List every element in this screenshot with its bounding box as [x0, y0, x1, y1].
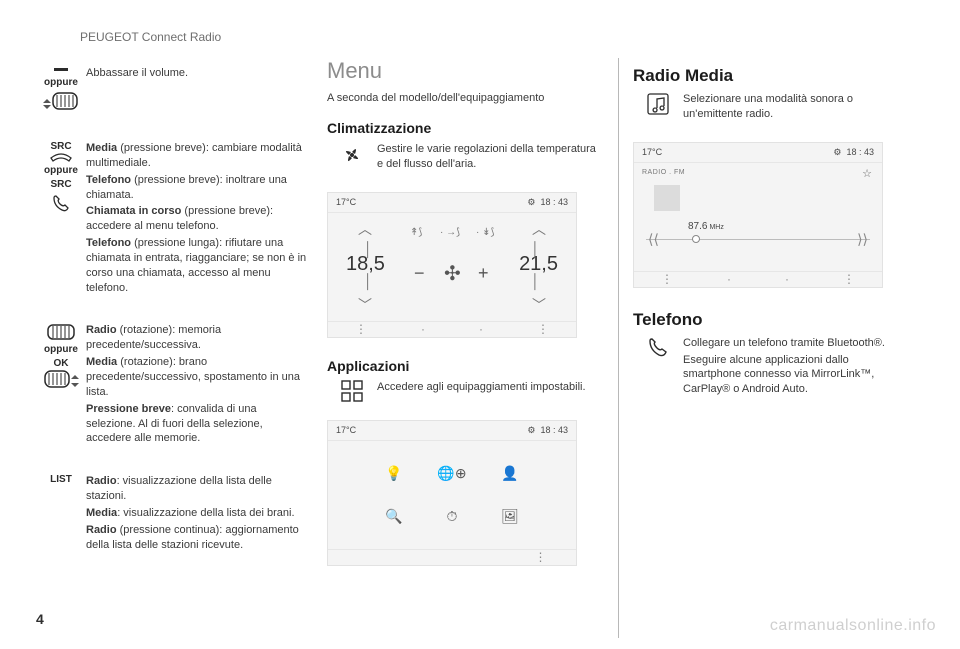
- src-phone-icon: [49, 152, 73, 162]
- menu-dots-icon[interactable]: ⋮: [537, 322, 549, 336]
- ok-label: OK: [54, 358, 69, 369]
- menu-dots-icon[interactable]: ⋮: [535, 550, 547, 564]
- gear-icon: ⚙: [833, 147, 841, 157]
- column-left: oppure Abbassare il volume.: [36, 28, 327, 631]
- fan-icon: ✣: [444, 261, 461, 286]
- clim-desc: Gestire le varie regolazioni della tempe…: [377, 142, 600, 172]
- app-icon[interactable]: 👤: [484, 455, 536, 492]
- entry-volume-down: oppure Abbassare il volume.: [36, 66, 309, 111]
- apps-title: Applicazioni: [327, 358, 600, 374]
- gear-icon: ⚙: [527, 197, 535, 207]
- column-right: Radio Media Selezionare una modalità son…: [633, 28, 924, 631]
- src-label: SRC: [50, 141, 71, 152]
- page-header: PEUGEOT Connect Radio: [80, 30, 221, 44]
- radio-frequency: 87.6MHz: [688, 221, 724, 232]
- app-icon[interactable]: 🌐⊕: [426, 455, 478, 492]
- gear-icon: ⚙: [527, 425, 535, 435]
- app-icon[interactable]: 💡: [368, 455, 420, 492]
- watermark: carmanualsonline.info: [770, 617, 936, 635]
- telefono-title: Telefono: [633, 310, 906, 330]
- text-line: Telefono (pressione lunga): rifiutare un…: [86, 236, 309, 295]
- text-line: Pressione breve: convalida di una selezi…: [86, 402, 309, 447]
- app-icon[interactable]: 🖼: [484, 498, 536, 535]
- dial-icon: [46, 323, 76, 341]
- status-time: 18 : 43: [846, 147, 874, 157]
- phone-desc: Eseguire alcune applicazioni dallo smart…: [683, 353, 906, 398]
- radio-band: RADIO . FM: [642, 169, 685, 176]
- ok-dial-icon: [43, 369, 79, 389]
- plus-button[interactable]: +: [478, 263, 489, 284]
- album-art: [654, 185, 680, 211]
- entry-list: LIST Radio: visualizzazione della lista …: [36, 474, 309, 554]
- clim-title: Climatizzazione: [327, 120, 600, 136]
- text-line: Media (rotazione): brano precedente/succ…: [86, 355, 309, 400]
- menu-title: Menu: [327, 58, 600, 84]
- text-line: Telefono (pressione breve): inoltrare un…: [86, 173, 309, 203]
- column-separator: [618, 58, 619, 638]
- menu-dots-icon[interactable]: ⋮: [661, 272, 673, 286]
- app-icon[interactable]: ⏱: [426, 498, 478, 535]
- airflow-icon[interactable]: · →⟆: [440, 227, 460, 238]
- phone-icon: [52, 194, 70, 212]
- status-time: 18 : 43: [540, 197, 568, 207]
- minus-icon: [52, 66, 70, 74]
- seek-fwd-icon[interactable]: ⟩⟩: [857, 231, 868, 248]
- app-icon[interactable]: 🔍: [368, 498, 420, 535]
- page-number: 4: [36, 611, 44, 627]
- chevron-up-icon[interactable]: ︿: [358, 219, 372, 239]
- entry-src-phone: SRC oppure SRC Media (pressione breve): …: [36, 141, 309, 297]
- text-line: Radio (rotazione): memoria precedente/su…: [86, 323, 309, 353]
- clim-screen: 17°C ⚙ 18 : 43 ︿ ︿ 18,5 21,5 ﹀ ﹀ │ │ │ │…: [327, 192, 577, 338]
- status-time: 18 : 43: [540, 425, 568, 435]
- apps-desc: Accedere agli equipaggiamenti impostabil…: [377, 380, 600, 395]
- triangles-dial-icon: [43, 91, 79, 111]
- fan-icon: [339, 142, 365, 168]
- text-line: Media (pressione breve): cambiare modali…: [86, 141, 309, 171]
- menu-sub: A seconda del modello/dell'equipaggiamen…: [327, 92, 600, 104]
- airflow-icon[interactable]: · ↡⟆: [476, 227, 494, 238]
- chevron-up-icon[interactable]: ︿: [532, 219, 546, 239]
- oppure-label: oppure: [44, 165, 78, 176]
- apps-screen: 17°C ⚙ 18 : 43 💡 🌐⊕ 👤 🔍 ⏱ 🖼 ⋮: [327, 420, 577, 566]
- text-line: Abbassare il volume.: [86, 66, 309, 81]
- text-line: Radio (pressione continua): aggiornament…: [86, 523, 309, 553]
- menu-dots-icon[interactable]: ⋮: [843, 272, 855, 286]
- status-temp: 17°C: [642, 147, 662, 158]
- grid-icon: [341, 380, 363, 402]
- star-icon[interactable]: ☆: [862, 167, 872, 180]
- oppure-label: oppure: [44, 77, 78, 88]
- phone-desc: Collegare un telefono tramite Bluetooth®…: [683, 336, 906, 351]
- text-line: Chiamata in corso (pressione breve): acc…: [86, 204, 309, 234]
- menu-dots-icon[interactable]: ⋮: [355, 322, 367, 336]
- radio-screen: 17°C ⚙ 18 : 43 RADIO . FM ☆ 87.6MHz ⟨⟨ ⟩…: [633, 142, 883, 288]
- status-temp: 17°C: [336, 197, 356, 208]
- minus-button[interactable]: −: [414, 263, 425, 284]
- tuner-dot[interactable]: [692, 235, 700, 243]
- radio-media-title: Radio Media: [633, 66, 906, 86]
- entry-dial: oppure OK Radio (rotazione): memoria pre…: [36, 323, 309, 448]
- column-middle: Menu A seconda del modello/dell'equipagg…: [327, 28, 618, 631]
- chevron-down-icon[interactable]: ﹀: [358, 295, 372, 315]
- src-label: SRC: [50, 179, 71, 190]
- phone-icon: [647, 336, 669, 358]
- text-line: Media: visualizzazione della lista dei b…: [86, 506, 309, 521]
- seek-back-icon[interactable]: ⟨⟨: [648, 231, 659, 248]
- radio-desc: Selezionare una modalità sonora o un'emi…: [683, 92, 906, 122]
- status-temp: 17°C: [336, 425, 356, 436]
- chevron-down-icon[interactable]: ﹀: [532, 295, 546, 315]
- text-line: Radio: visualizzazione della lista delle…: [86, 474, 309, 504]
- list-label: LIST: [50, 474, 72, 485]
- airflow-icon[interactable]: ↟⟆: [410, 227, 422, 238]
- tuner-line: [646, 239, 870, 240]
- music-icon: [646, 92, 670, 116]
- oppure-label: oppure: [44, 344, 78, 355]
